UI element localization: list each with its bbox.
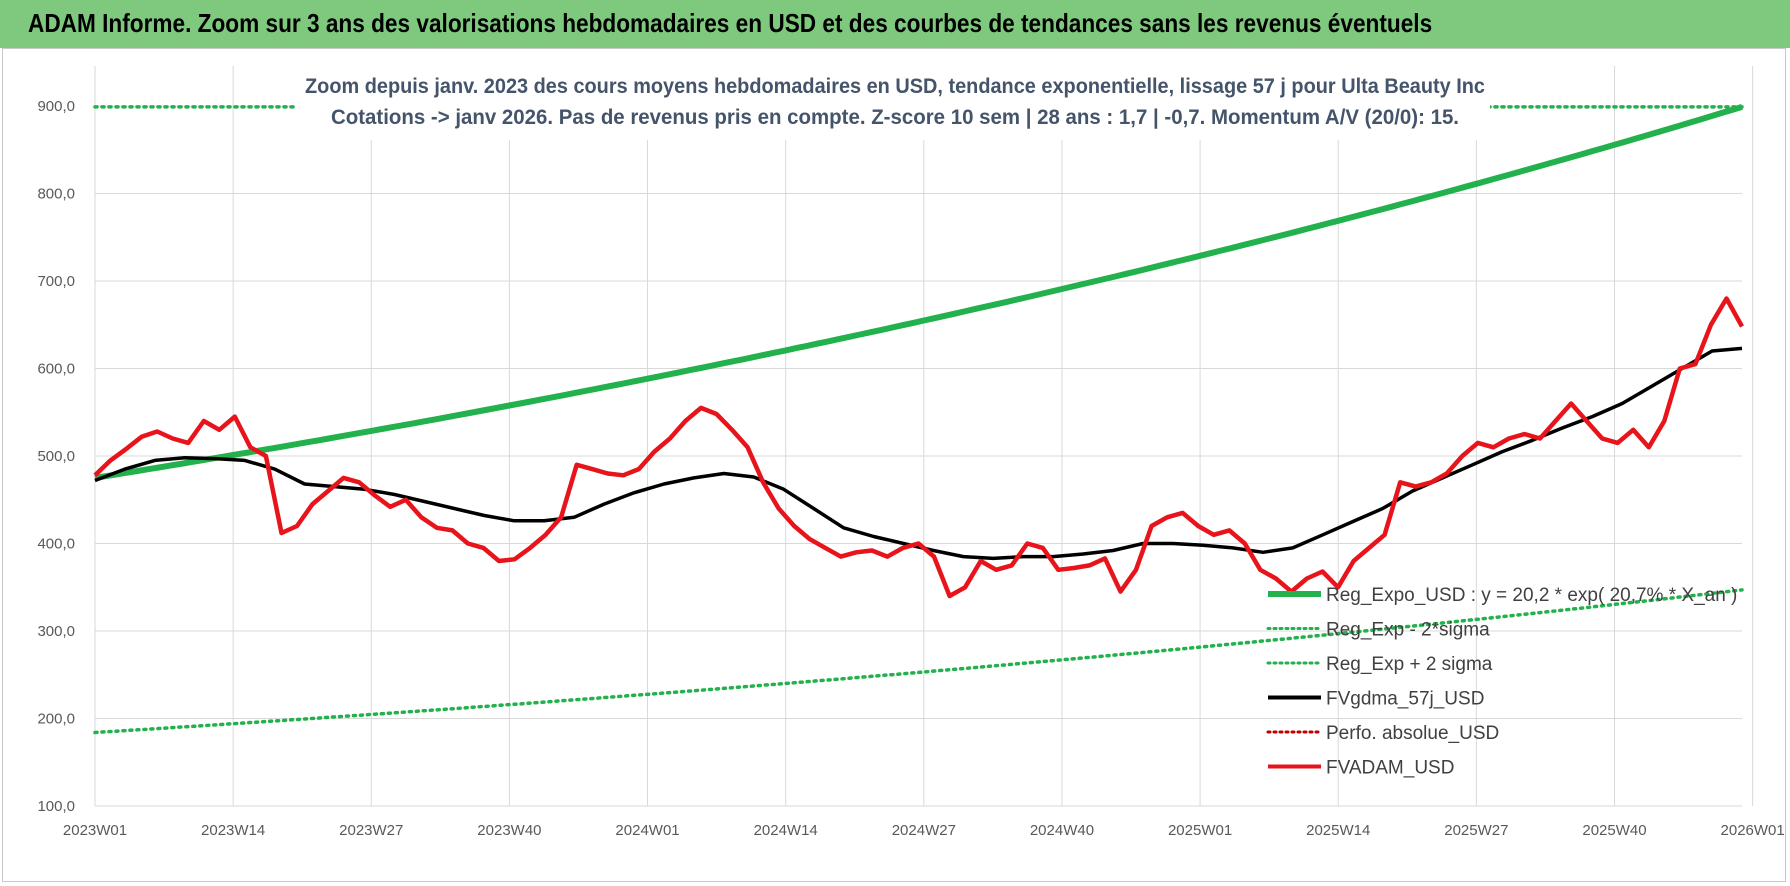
x-tick-label: 2023W40 <box>477 822 541 839</box>
title-background <box>295 66 1490 140</box>
page-title: ADAM Informe. Zoom sur 3 ans des valoris… <box>28 8 1433 38</box>
legend-label: FVADAM_USD <box>1326 758 1454 779</box>
chart-title: Zoom depuis janv. 2023 des cours moyens … <box>295 66 1490 140</box>
legend-label: FVgdma_57j_USD <box>1326 689 1484 710</box>
fvadam-line <box>93 296 1744 599</box>
legend-label: Reg_Expo_USD : y = 20,2 * exp( 20,7% * X… <box>1326 585 1737 606</box>
chart-title-line: Zoom depuis janv. 2023 des cours moyens … <box>305 75 1485 98</box>
x-tick-label: 2026W01 <box>1721 822 1785 839</box>
legend-label: Reg_Exp - 2*sigma <box>1326 620 1490 641</box>
chart-legend: Reg_Expo_USD : y = 20,2 * exp( 20,7% * X… <box>1266 585 1737 779</box>
y-tick-label: 300,0 <box>37 623 75 640</box>
y-tick-label: 100,0 <box>37 798 75 815</box>
y-tick-label: 500,0 <box>37 448 75 465</box>
y-axis-ticks: 100,0 200,0 300,0 400,0 500,0 600,0 700,0 800,0… <box>37 98 75 815</box>
x-tick-label: 2025W14 <box>1306 822 1370 839</box>
header-banner: ADAM Informe. Zoom sur 3 ans des valoris… <box>0 0 1790 48</box>
y-tick-label: 700,0 <box>37 273 75 290</box>
chart-frame <box>2 48 1786 882</box>
x-tick-label: 2023W14 <box>201 822 265 839</box>
x-tick-label: 2024W40 <box>1030 822 1094 839</box>
x-tick-label: 2024W27 <box>892 822 956 839</box>
x-tick-label: 2024W01 <box>615 822 679 839</box>
legend-label: Reg_Exp + 2 sigma <box>1326 654 1493 675</box>
y-tick-label: 400,0 <box>37 536 75 553</box>
x-tick-label: 2025W27 <box>1444 822 1508 839</box>
chart-title-line: Cotations -> janv 2026. Pas de revenus p… <box>331 106 1459 129</box>
chart-series <box>93 104 1744 735</box>
lower-band-line <box>93 588 1744 735</box>
y-tick-label: 600,0 <box>37 361 75 378</box>
x-axis-ticks: 2023W01 2023W14 2023W27 2023W40 2024W01 2024W… <box>63 822 1785 839</box>
x-tick-label: 2025W01 <box>1168 822 1232 839</box>
fvgdma-line <box>94 346 1743 561</box>
y-tick-label: 900,0 <box>37 98 75 115</box>
legend-label: Perfo. absolue_USD <box>1326 723 1499 744</box>
x-tick-label: 2023W01 <box>63 822 127 839</box>
y-tick-label: 800,0 <box>37 186 75 203</box>
x-tick-label: 2023W27 <box>339 822 403 839</box>
x-tick-label: 2025W40 <box>1582 822 1646 839</box>
y-tick-label: 200,0 <box>37 711 75 728</box>
x-tick-label: 2024W14 <box>754 822 818 839</box>
trend-line <box>94 104 1743 481</box>
